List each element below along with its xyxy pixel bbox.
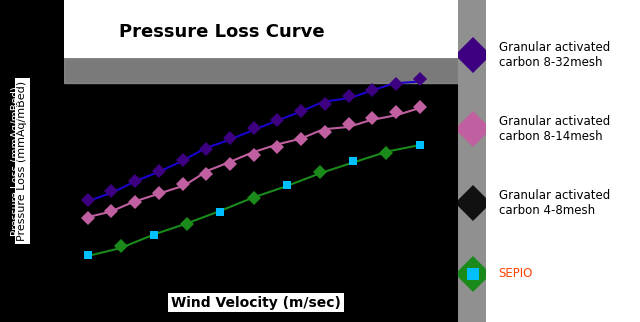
Text: Granular activated
carbon 8-14mesh: Granular activated carbon 8-14mesh (499, 115, 610, 143)
Bar (64, 58, 458, 83)
Text: Pressure Loss (mmAq/mBed): Pressure Loss (mmAq/mBed) (11, 86, 21, 236)
Text: Granular activated
carbon 4-8mesh: Granular activated carbon 4-8mesh (499, 189, 610, 217)
Text: Pressure Loss Curve: Pressure Loss Curve (118, 23, 324, 41)
Text: Pressure Loss (mmAq/mBed): Pressure Loss (mmAq/mBed) (17, 81, 28, 241)
Polygon shape (458, 0, 469, 322)
Text: Wind Velocity (m/sec): Wind Velocity (m/sec) (171, 296, 341, 310)
Text: SEPIO: SEPIO (499, 267, 533, 280)
Text: Granular activated
carbon 8-32mesh: Granular activated carbon 8-32mesh (499, 41, 610, 69)
